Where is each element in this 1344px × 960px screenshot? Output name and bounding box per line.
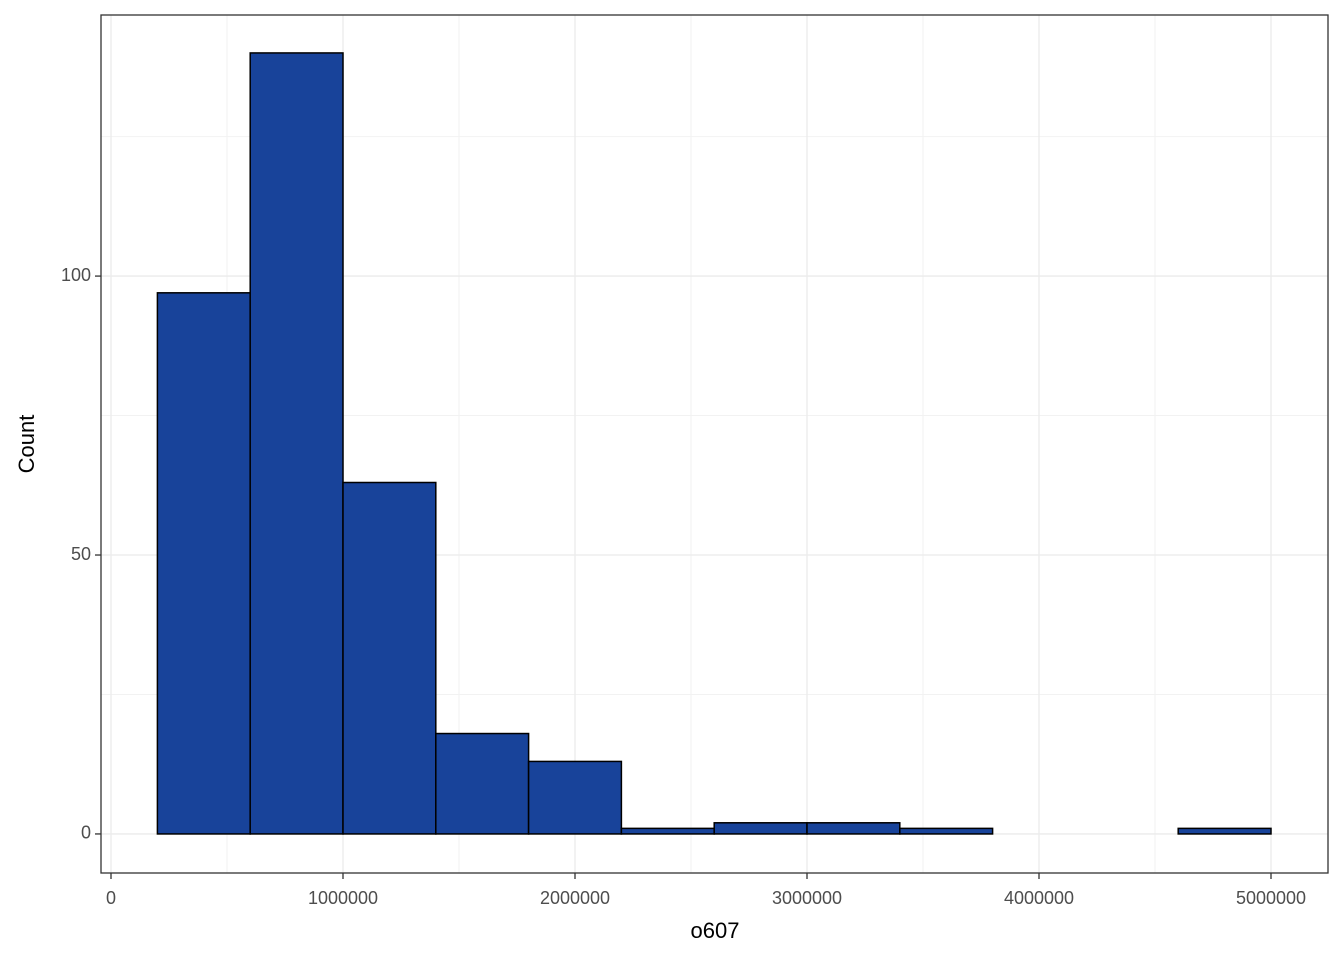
bar	[713, 822, 808, 835]
y-tick-label: 0	[81, 823, 91, 843]
y-axis-title: Count	[14, 415, 39, 474]
x-tick-label: 5000000	[1236, 888, 1306, 908]
bar	[620, 827, 715, 835]
bar	[249, 52, 344, 835]
x-tick-label: 2000000	[540, 888, 610, 908]
y-tick-label: 100	[61, 265, 91, 285]
bar	[899, 827, 994, 835]
x-tick-label: 4000000	[1004, 888, 1074, 908]
panel-border	[100, 14, 1329, 874]
bar	[1177, 827, 1272, 835]
bar	[435, 732, 530, 835]
y-tick-label: 50	[71, 544, 91, 564]
x-axis-title: o607	[691, 918, 740, 943]
bar	[527, 760, 623, 835]
x-tick-label: 0	[106, 888, 116, 908]
bar	[156, 292, 251, 835]
x-tick-label: 3000000	[772, 888, 842, 908]
x-tick-label: 1000000	[308, 888, 378, 908]
bar	[806, 822, 901, 835]
bar	[342, 481, 437, 835]
